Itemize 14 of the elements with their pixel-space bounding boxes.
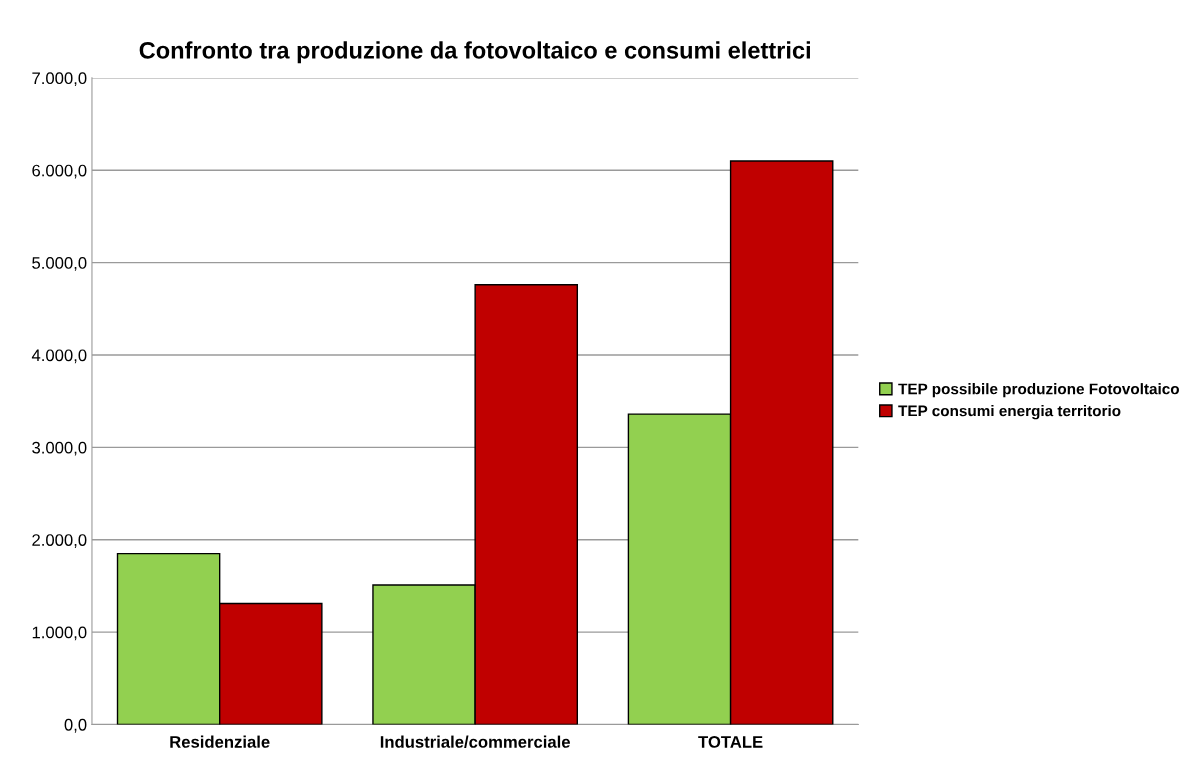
legend-label: TEP consumi energia territorio	[898, 405, 1121, 420]
y-tick-label: 4.000,0	[31, 349, 87, 364]
x-tick-label: Residenziale	[170, 735, 270, 748]
y-tick-label: 0,0	[64, 718, 87, 733]
y-tick-label: 3.000,0	[32, 441, 87, 456]
x-tick-label: TOTALE	[698, 736, 763, 748]
y-tick-label: 7.000,0	[32, 72, 87, 87]
y-tick-label: 1.000,0	[32, 626, 87, 641]
y-tick-label: 2.000,0	[32, 534, 87, 548]
legend-label: TEP possibile produzione Fotovoltaico	[898, 383, 1179, 398]
x-tick-label: Industriale/commerciale	[380, 735, 570, 748]
chart-title: Confronto tra produzione da fotovoltaico e consumi elettrici	[139, 41, 810, 64]
y-tick-label: 6.000,0	[32, 164, 87, 179]
y-tick-label: 5.000,0	[32, 257, 87, 271]
